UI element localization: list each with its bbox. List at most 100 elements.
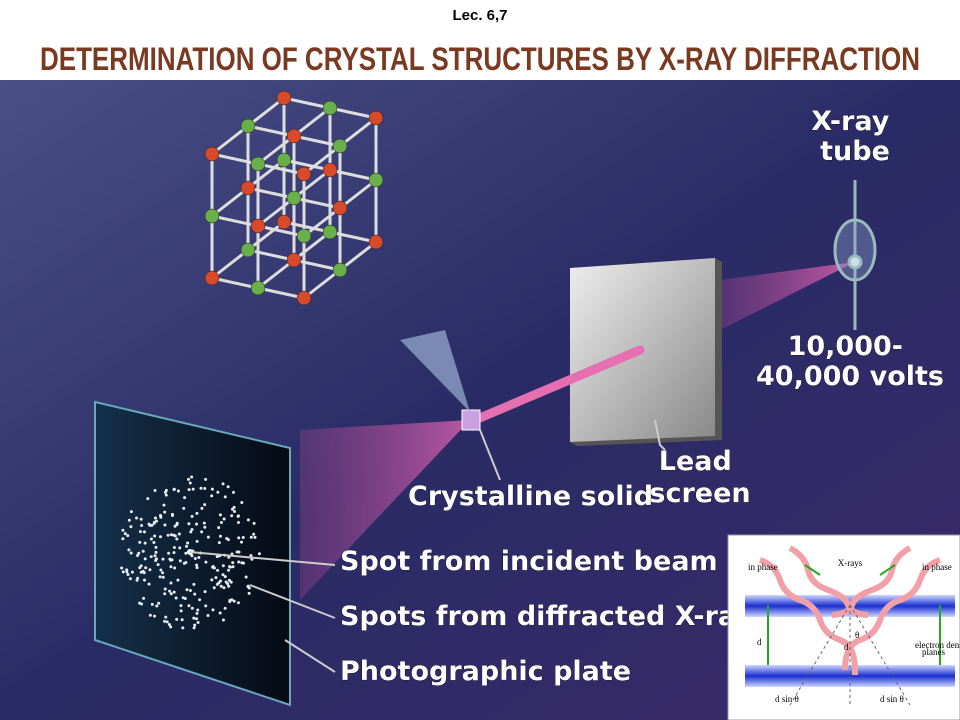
spot	[221, 618, 225, 622]
atom	[332, 262, 348, 278]
spot	[155, 604, 159, 608]
spot	[206, 535, 210, 539]
spot	[185, 588, 189, 592]
spot	[202, 521, 206, 525]
spot	[227, 578, 231, 582]
plane	[745, 665, 955, 687]
incident-beam	[470, 345, 645, 425]
label-line: 40,000 volts	[756, 361, 944, 392]
spot	[214, 576, 218, 580]
spot	[227, 584, 231, 588]
bond	[339, 116, 377, 148]
spot	[230, 514, 234, 518]
bond	[247, 158, 285, 190]
atom	[204, 270, 220, 286]
spot	[231, 565, 235, 569]
spot	[161, 571, 165, 575]
label-line: X-ray	[811, 106, 890, 137]
spot	[165, 620, 169, 624]
spot	[149, 555, 153, 559]
spot	[246, 584, 250, 588]
spot	[163, 523, 167, 527]
spot	[174, 596, 178, 600]
spot	[167, 551, 171, 555]
atom	[250, 218, 266, 234]
spot	[146, 497, 150, 501]
atom	[276, 152, 292, 168]
bond	[293, 230, 331, 262]
spot	[152, 541, 156, 545]
tube-label: X-ray tube	[811, 106, 899, 167]
spot	[149, 537, 153, 541]
spot	[153, 516, 157, 520]
spot	[195, 539, 199, 543]
atom	[368, 234, 384, 250]
spot	[218, 611, 222, 615]
spot	[249, 535, 253, 539]
spot	[188, 481, 192, 485]
spot	[217, 541, 221, 545]
spot	[143, 557, 147, 561]
spot	[197, 556, 201, 560]
spot	[176, 489, 180, 493]
spot	[237, 536, 241, 540]
lattice	[204, 90, 384, 306]
bragg-inset: X-rays in phase in phase θ d d electron …	[727, 534, 960, 720]
spot	[237, 560, 241, 564]
spot	[203, 590, 207, 594]
inset-label: d sin θ	[880, 694, 904, 704]
spot	[211, 608, 215, 612]
spot	[155, 519, 159, 523]
atom	[296, 290, 312, 306]
spot	[166, 533, 170, 537]
bond	[303, 206, 341, 238]
spot	[140, 602, 144, 606]
spot	[223, 606, 227, 610]
spot	[187, 477, 191, 481]
label-line: screen	[649, 478, 750, 509]
inset-label: d	[757, 637, 762, 647]
spot	[233, 509, 237, 513]
bond	[339, 178, 377, 210]
spot	[179, 609, 183, 613]
diffraction-spots	[120, 475, 261, 630]
spot	[179, 604, 183, 608]
bond	[257, 134, 295, 166]
waves	[758, 545, 942, 675]
incident-label: Spot from incident beam	[340, 546, 718, 577]
spot	[198, 598, 202, 602]
spot	[154, 545, 158, 549]
spot	[153, 554, 157, 558]
spot	[196, 608, 200, 612]
spot	[240, 561, 244, 565]
spot	[216, 568, 220, 572]
spot	[222, 517, 226, 521]
spot	[229, 580, 233, 584]
spot	[170, 512, 174, 516]
spot	[231, 490, 235, 494]
spot	[195, 566, 199, 570]
spot	[210, 487, 214, 491]
spot	[193, 592, 197, 596]
spot	[125, 568, 129, 572]
spot	[219, 584, 223, 588]
atom	[240, 242, 256, 258]
spot	[137, 551, 141, 555]
spot	[139, 570, 143, 574]
bond	[211, 186, 249, 218]
spot	[216, 490, 220, 494]
spot	[181, 626, 185, 630]
spot	[191, 487, 195, 491]
spot	[199, 486, 203, 490]
spot	[159, 568, 163, 572]
bond	[303, 268, 341, 300]
spot	[178, 546, 182, 550]
spot	[144, 566, 148, 570]
crystal-label: Crystalline solid	[408, 481, 653, 512]
spot	[190, 528, 194, 532]
crystal	[461, 409, 481, 431]
spot	[147, 522, 151, 526]
tube-beam	[720, 262, 855, 330]
spot	[169, 565, 173, 569]
